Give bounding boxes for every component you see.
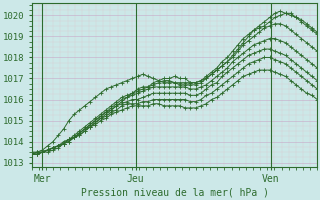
- X-axis label: Pression niveau de la mer( hPa ): Pression niveau de la mer( hPa ): [81, 187, 268, 197]
